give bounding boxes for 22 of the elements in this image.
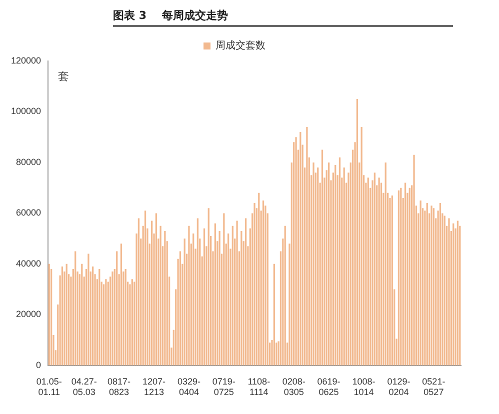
x-tick-label: 0521-0527 [422,376,446,398]
x-tick-label: 0129-0204 [387,376,410,398]
y-tick-label: 80000 [16,156,42,167]
y-tick-label: 20000 [16,309,42,320]
x-tick-label: 1108-1114 [248,376,270,398]
y-tick-label: 100000 [10,106,42,116]
x-tick-label: 0817-0823 [108,376,131,398]
chart-title: 图表 3 每周成交走势 [113,8,453,27]
x-tick-label: 0619-0625 [317,376,340,398]
x-tick-label: 0329-0404 [177,376,200,398]
x-tick-label: 1207-1213 [142,376,166,398]
x-tick-label: 0719-0725 [212,376,236,398]
legend-label: 周成交套数 [216,40,266,52]
x-tick-label: 1008-1014 [352,376,376,398]
y-tick-label: 0 [36,360,42,370]
y-axis-title: 套 [58,70,70,83]
x-tick-label: 04.27-05.03 [71,376,97,398]
y-tick-label: 40000 [16,258,42,268]
y-tick-label: 120000 [10,55,42,66]
x-tick-label: 01.05-01.11 [36,376,62,398]
x-tick-label: 0208-0305 [282,376,306,398]
y-tick-label: 60000 [16,208,42,218]
